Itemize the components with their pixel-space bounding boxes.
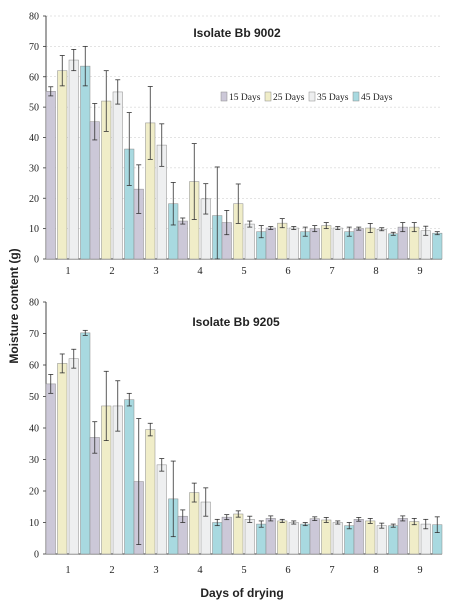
legend-label: 25 Days xyxy=(273,93,305,103)
bar xyxy=(397,518,408,555)
x-tick-label: 3 xyxy=(153,565,158,576)
legend-label: 15 Days xyxy=(229,93,261,103)
bar xyxy=(80,332,91,555)
bar xyxy=(45,91,56,260)
y-tick-label: 50 xyxy=(29,392,39,403)
bar xyxy=(277,222,288,260)
y-tick-label: 20 xyxy=(29,487,39,498)
x-axis-label: Days of drying xyxy=(200,586,283,600)
bar xyxy=(353,228,364,260)
y-tick-label: 40 xyxy=(29,133,39,144)
bar xyxy=(376,228,387,260)
x-tick-label: 2 xyxy=(109,266,114,277)
y-tick-label: 10 xyxy=(29,224,39,235)
bar xyxy=(321,225,332,260)
bar xyxy=(80,65,91,260)
bar xyxy=(89,121,100,260)
y-tick-label: 20 xyxy=(29,194,39,205)
y-tick-label: 60 xyxy=(29,72,39,83)
legend-swatch xyxy=(220,91,228,102)
bar xyxy=(221,516,232,555)
y-tick-label: 50 xyxy=(29,103,39,114)
bar xyxy=(332,227,343,260)
x-tick-label: 1 xyxy=(65,266,70,277)
x-tick-label: 6 xyxy=(285,266,290,277)
bar xyxy=(68,59,79,260)
y-tick-label: 0 xyxy=(34,550,39,561)
bar xyxy=(57,363,68,555)
bar xyxy=(45,383,56,555)
bar xyxy=(265,518,276,555)
bar xyxy=(344,525,355,555)
y-axis-label: Moisture content (g) xyxy=(7,248,21,363)
bar xyxy=(309,228,320,260)
bar xyxy=(388,525,399,555)
y-tick-label: 30 xyxy=(29,163,39,174)
chart-bottom: Isolate Bb 9205 0 10 20 30 40 50 60 70 80 1 2 3 4 5 6 7… xyxy=(29,298,443,576)
bar xyxy=(233,513,244,555)
bar xyxy=(409,521,420,555)
legend-label: 35 Days xyxy=(317,93,349,103)
bar xyxy=(156,464,167,555)
legend-swatch xyxy=(308,91,316,102)
bar xyxy=(353,519,364,555)
bar xyxy=(112,91,123,260)
bar xyxy=(332,522,343,555)
bar xyxy=(288,227,299,260)
bar xyxy=(432,232,443,260)
bar xyxy=(309,518,320,555)
bar xyxy=(145,429,156,555)
x-tick-label: 5 xyxy=(241,565,246,576)
bar xyxy=(177,220,188,260)
x-tick-label: 8 xyxy=(373,565,378,576)
bar xyxy=(68,358,79,555)
x-tick-label: 6 xyxy=(285,565,290,576)
bar xyxy=(57,70,68,260)
y-tick-label: 70 xyxy=(29,42,39,53)
y-tick-label: 40 xyxy=(29,424,39,435)
x-tick-label: 4 xyxy=(197,266,203,277)
legend-swatch xyxy=(264,91,272,102)
bar xyxy=(365,520,376,555)
x-tick-label: 7 xyxy=(329,266,334,277)
chart-title: Isolate Bb 9002 xyxy=(193,26,281,40)
x-tick-label: 9 xyxy=(417,266,422,277)
bar xyxy=(256,523,267,555)
y-tick-label: 70 xyxy=(29,329,39,340)
y-tick-label: 60 xyxy=(29,361,39,372)
y-tick-label: 80 xyxy=(29,298,39,309)
x-tick-label: 9 xyxy=(417,565,422,576)
bar xyxy=(212,522,223,555)
legend-label: 45 Days xyxy=(361,93,393,103)
chart-top: Isolate Bb 9002 0 10 20 30 40 50 60 70 80 1 2 3 4 5 6 7… xyxy=(29,12,443,277)
bar xyxy=(288,522,299,555)
x-tick-label: 3 xyxy=(153,266,158,277)
x-tick-label: 7 xyxy=(329,565,334,576)
bar xyxy=(388,233,399,260)
x-tick-label: 4 xyxy=(197,565,203,576)
bar xyxy=(89,437,100,555)
y-tick-label: 10 xyxy=(29,518,39,529)
bar xyxy=(321,519,332,555)
x-tick-label: 5 xyxy=(241,266,246,277)
x-tick-label: 2 xyxy=(109,565,114,576)
x-tick-label: 8 xyxy=(373,266,378,277)
y-tick-label: 80 xyxy=(29,12,39,23)
bar xyxy=(244,223,255,260)
bar xyxy=(277,520,288,555)
bar xyxy=(124,399,135,555)
bar xyxy=(265,227,276,260)
bar xyxy=(300,523,311,555)
bar xyxy=(376,525,387,555)
legend-swatch xyxy=(352,91,360,102)
y-tick-label: 0 xyxy=(34,255,39,266)
bar xyxy=(244,519,255,555)
y-tick-label: 30 xyxy=(29,455,39,466)
chart-title: Isolate Bb 9205 xyxy=(192,315,280,329)
x-tick-label: 1 xyxy=(65,565,70,576)
